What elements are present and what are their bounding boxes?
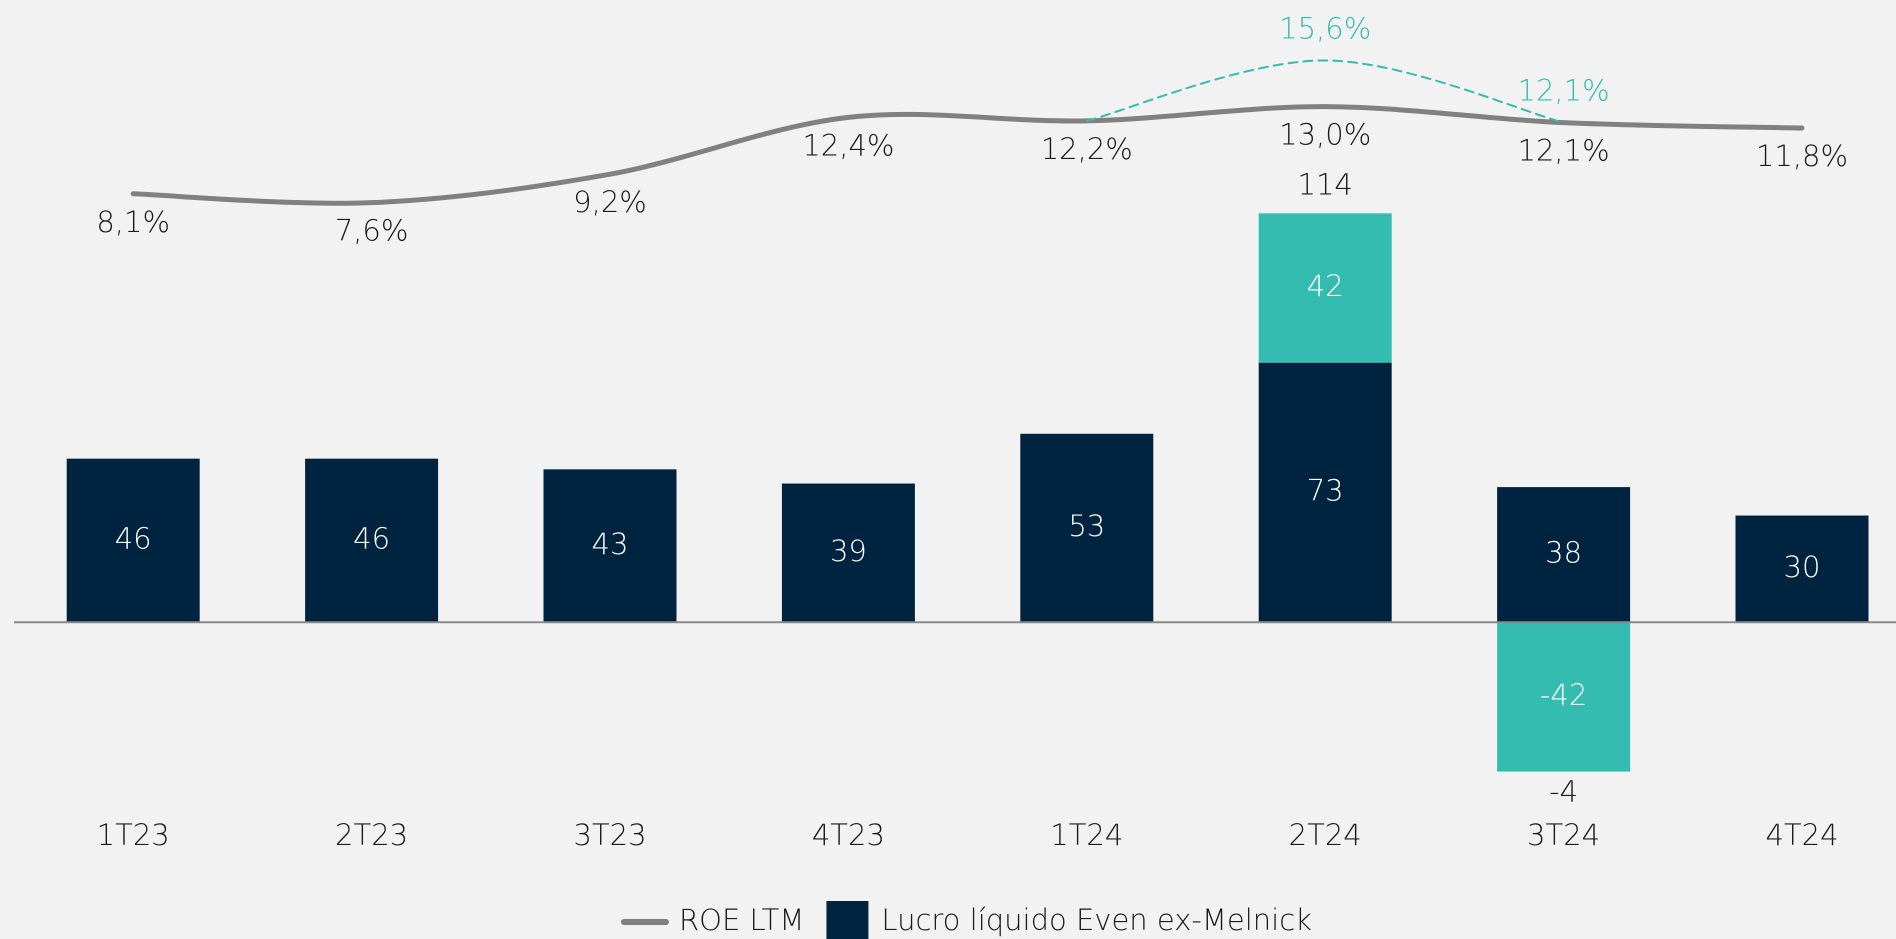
line-value-label: 9,2%: [573, 185, 647, 219]
line: [130, 104, 1805, 206]
bar: [1258, 362, 1392, 623]
bar-value-label: -42: [1540, 678, 1587, 712]
line-value-label: 11,8%: [1756, 139, 1848, 173]
bar: [781, 483, 915, 623]
line-value-label: 13,0%: [1279, 118, 1371, 152]
bar-value-label: 42: [1307, 269, 1344, 303]
line-value-label: 12,1%: [1518, 74, 1610, 108]
x-tick-label: 1T23: [97, 818, 170, 852]
total-label: -4: [1549, 775, 1578, 809]
bar-value-label: 30: [1784, 550, 1821, 584]
line-value-label: 7,6%: [335, 214, 409, 248]
bars: 46 46 43 39 53 73 38 30 42 -42: [66, 213, 1869, 772]
bar-value-label: 46: [353, 521, 390, 555]
x-tick-label: 2T23: [335, 818, 408, 852]
line-value-label: 12,1%: [1518, 134, 1610, 168]
line-value-label: 8,1%: [96, 205, 170, 239]
dashed-line: [1085, 59, 1565, 124]
x-tick-label: 2T24: [1289, 818, 1362, 852]
bar-value-label: 38: [1545, 536, 1582, 570]
x-tick-label: 3T23: [573, 818, 646, 852]
bar: [543, 469, 677, 623]
legend: ROE LTM Lucro líquido Even ex-Melnick: [621, 901, 1312, 939]
bar: [1497, 487, 1631, 623]
bar: [305, 458, 439, 623]
bar: [1020, 433, 1154, 623]
bar-value-label: 53: [1068, 509, 1105, 543]
line-value-label: 12,2%: [1041, 132, 1133, 166]
legend-swatch: [826, 901, 869, 939]
bar: [66, 458, 200, 623]
bar-value-label: 39: [830, 534, 867, 568]
x-tick-label: 3T24: [1527, 818, 1600, 852]
bar: [1258, 213, 1392, 363]
legend-label: ROE LTM: [679, 903, 804, 937]
total-label: 114: [1298, 167, 1353, 201]
bar-value-label: 73: [1307, 473, 1344, 507]
x-tick-label: 1T24: [1050, 818, 1123, 852]
x-tick-label: 4T23: [812, 818, 885, 852]
x-tick-label: 4T24: [1765, 818, 1838, 852]
bar: [1497, 622, 1631, 772]
bar-value-label: 46: [115, 521, 152, 555]
legend-label: Lucro líquido Even ex-Melnick: [881, 903, 1312, 937]
bar-value-label: 43: [592, 527, 629, 561]
bar: [1735, 515, 1869, 623]
line-value-label: 12,4%: [802, 128, 894, 162]
line-value-label: 15,6%: [1279, 11, 1371, 45]
